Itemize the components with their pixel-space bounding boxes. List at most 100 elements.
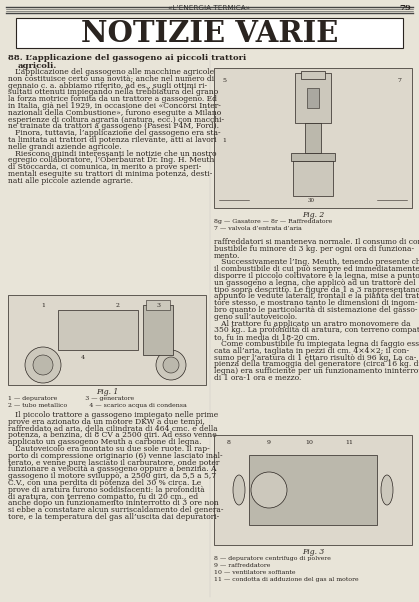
Text: porto di compressione originario (6) venne lasciato inal-: porto di compressione originario (6) ven…: [8, 452, 222, 460]
Text: NOTIZIE VARIE: NOTIZIE VARIE: [81, 19, 338, 49]
Bar: [301, 71, 325, 79]
Text: 10: 10: [305, 440, 313, 445]
Text: non costituisce certo una novità; anche nel numero di: non costituisce certo una novità; anche …: [8, 75, 214, 83]
Text: Fig. 3: Fig. 3: [302, 548, 324, 556]
Circle shape: [25, 347, 61, 383]
Text: Al trattore fu applicato un aratro monovomere da: Al trattore fu applicato un aratro monov…: [214, 320, 411, 327]
Ellipse shape: [233, 475, 245, 505]
Text: raffreddato ad aria, della cilindrata di 464 cmc. e della: raffreddato ad aria, della cilindrata di…: [8, 424, 218, 433]
Bar: [293, 161, 333, 196]
Text: esperienze di coltura agraria (aratura, ecc.) con macchi-: esperienze di coltura agraria (aratura, …: [8, 116, 224, 123]
Text: 9 — raffreddatore: 9 — raffreddatore: [214, 563, 270, 568]
Text: terato, e venne pure lasciato il carburatore, onde poter: terato, e venne pure lasciato il carbura…: [8, 459, 220, 467]
Bar: [16, 18, 403, 48]
Text: potenza, a benzina, di 8 CV a 2500 giri. Ad esso venne: potenza, a benzina, di 8 CV a 2500 giri.…: [8, 432, 217, 439]
Text: 11: 11: [345, 440, 353, 445]
Text: 350 kg.. La profondità di aratura, con terreno compat-: 350 kg.. La profondità di aratura, con t…: [214, 326, 419, 335]
Text: ta limitata ai trattori di potenza rilevante, atti ai lavori: ta limitata ai trattori di potenza rilev…: [8, 136, 217, 144]
Ellipse shape: [381, 475, 393, 505]
Text: sumo per l’aratura di 1 ettaro risultò di 96 kg. La ca-: sumo per l’aratura di 1 ettaro risultò d…: [214, 353, 416, 362]
Text: bro quanto le particolarità di sistemazione del gasso-: bro quanto le particolarità di sistemazi…: [214, 306, 417, 314]
Bar: [307, 88, 319, 108]
Text: 1 — depuratore              3 — generatore: 1 — depuratore 3 — generatore: [8, 396, 134, 401]
Text: Il piccolo trattore a gassogeno impiegato nelle prime: Il piccolo trattore a gassogeno impiegat…: [8, 411, 218, 419]
Text: pienza della tramoggia del generatore (circa 16 kg. di: pienza della tramoggia del generatore (c…: [214, 361, 419, 368]
Bar: [295, 73, 331, 123]
Text: appunto le vedute laterali, frontali e la pianta del trat-: appunto le vedute laterali, frontali e l…: [214, 293, 419, 300]
Text: 9: 9: [267, 440, 271, 445]
Circle shape: [163, 357, 179, 373]
Text: disporre il piccolo coltivatore è la legna, mise a punto: disporre il piccolo coltivatore è la leg…: [214, 272, 419, 280]
Bar: [146, 300, 170, 310]
Text: nelle grandi aziende agricole.: nelle grandi aziende agricole.: [8, 143, 122, 150]
Text: gennaio c. a. abbiamo riferito, ad es., sugli ottimi ri-: gennaio c. a. abbiamo riferito, ad es., …: [8, 82, 207, 90]
Text: tore, e la temperatura del gas all’uscita dai depuratori-: tore, e la temperatura del gas all’uscit…: [8, 513, 219, 521]
Text: un gassogeno a legna, che applicò ad un trattore del: un gassogeno a legna, che applicò ad un …: [214, 279, 416, 287]
Text: ne trainate da trattori a gassogeno (Pasesi P4M, Ford).: ne trainate da trattori a gassogeno (Pas…: [8, 122, 219, 131]
Text: Riescono quindi interessanti le notizie che un nostro: Riescono quindi interessanti le notizie …: [8, 150, 217, 158]
Text: 10 — ventilatore soffiante: 10 — ventilatore soffiante: [214, 570, 295, 575]
Text: 7: 7: [397, 78, 401, 83]
Text: L’applicazione del gassogeno alle macchine agricole: L’applicazione del gassogeno alle macchi…: [8, 68, 214, 76]
Text: mento.: mento.: [214, 252, 241, 259]
Text: nati alle piccole aziende agrarie.: nati alle piccole aziende agrarie.: [8, 177, 133, 185]
Bar: [58, 310, 138, 350]
Bar: [249, 455, 377, 525]
Text: mentali eseguite su trattori di minima potenza, desti-: mentali eseguite su trattori di minima p…: [8, 170, 212, 178]
Text: 79: 79: [399, 4, 411, 12]
Text: 30: 30: [308, 198, 315, 203]
Text: 7 — valvola d’entrata d’aria: 7 — valvola d’entrata d’aria: [214, 226, 302, 231]
Text: 8g — Gasatore — 8r — Raffreddatore: 8g — Gasatore — 8r — Raffreddatore: [214, 219, 332, 224]
Text: applicato un gassogeno Meuth a carbone di legna.: applicato un gassogeno Meuth a carbone d…: [8, 438, 202, 446]
Text: Successivamente l’Ing. Meuth, tenendo presente che: Successivamente l’Ing. Meuth, tenendo pr…: [214, 258, 419, 267]
Text: raffreddatori si manteneva normale. Il consumo di com-: raffreddatori si manteneva normale. Il c…: [214, 238, 419, 246]
Text: bustibile fu minore di 3 kg. per ogni ora di funziona-: bustibile fu minore di 3 kg. per ogni or…: [214, 245, 414, 253]
Text: to, fu in media di 18-20 cm.: to, fu in media di 18-20 cm.: [214, 333, 320, 341]
Bar: [214, 435, 412, 545]
Text: Come combustibile fu impiegata legna di faggio essic-: Come combustibile fu impiegata legna di …: [214, 340, 419, 348]
Text: 2 — tubo metallico           4 — scarico acqua di condensa: 2 — tubo metallico 4 — scarico acqua di …: [8, 403, 187, 408]
Text: tore stesso, e mostrano tanto le dimensioni di ingom-: tore stesso, e mostrano tanto le dimensi…: [214, 299, 418, 307]
Text: di Stoccarda, ci comunica, in merito a prove speri-: di Stoccarda, ci comunica, in merito a p…: [8, 163, 202, 171]
Text: in Italia, già nel 1929, in occasione dei «Concorsi Inter-: in Italia, già nel 1929, in occasione de…: [8, 102, 221, 110]
Text: prove era azionato da un motore DKW a due tempi,: prove era azionato da un motore DKW a du…: [8, 418, 205, 426]
Text: 88. L’applicazione del gassogeno ai piccoli trattori: 88. L’applicazione del gassogeno ai picc…: [8, 54, 246, 62]
Text: C.V., con una perdita di potenza del 30 % circa. Le: C.V., con una perdita di potenza del 30 …: [8, 479, 201, 487]
Text: tipo sopra descritto. Le figure da 1 a 3 rappresentano: tipo sopra descritto. Le figure da 1 a 3…: [214, 285, 419, 294]
Bar: [8, 295, 206, 385]
Text: la forza motrice fornita da un trattore a gassogeno. Ed: la forza motrice fornita da un trattore …: [8, 95, 217, 103]
Text: 11 — condotta di adduzione del gas al motore: 11 — condotta di adduzione del gas al mo…: [214, 577, 359, 582]
Text: agricoli.: agricoli.: [18, 61, 57, 69]
Text: cata all’aria, tagliata in pezzi di cm. 4×4×2; il con-: cata all’aria, tagliata in pezzi di cm. …: [214, 347, 409, 355]
Text: L’autoveicolo era montato su due sole ruote. Il rap-: L’autoveicolo era montato su due sole ru…: [8, 445, 210, 453]
Text: 1: 1: [41, 303, 45, 308]
Text: nazionali della Combustione», furono eseguite a Milano: nazionali della Combustione», furono ese…: [8, 109, 221, 117]
Text: Fig. 2: Fig. 2: [302, 211, 324, 219]
Bar: [143, 305, 173, 355]
Text: di aratura, con terreno compatto, fu di 20 cm., ed: di aratura, con terreno compatto, fu di …: [8, 492, 198, 501]
Text: 1: 1: [222, 138, 226, 143]
Text: legna) era sufficiente per un funzionamento ininterrotto: legna) era sufficiente per un funzioname…: [214, 367, 419, 375]
Bar: [291, 153, 335, 161]
Text: si ebbe a constatare alcun surriscaldamento del genera-: si ebbe a constatare alcun surriscaldame…: [8, 506, 223, 514]
Text: 8 — depuratore centrifugo di polvere: 8 — depuratore centrifugo di polvere: [214, 556, 331, 561]
Circle shape: [156, 350, 186, 380]
Text: 8: 8: [227, 440, 231, 445]
Text: «L’ENERGIA TERMICA»: «L’ENERGIA TERMICA»: [168, 5, 251, 11]
Text: funzionare a velocità a gassogeno oppure a benzina. A: funzionare a velocità a gassogeno oppure…: [8, 465, 217, 474]
Text: 5: 5: [222, 78, 226, 83]
Circle shape: [33, 355, 53, 375]
Text: egregio collaboratore, l’Oberbaurat Dr. Ing. H. Meuth: egregio collaboratore, l’Oberbaurat Dr. …: [8, 157, 215, 164]
Text: 2: 2: [116, 303, 120, 308]
Circle shape: [251, 472, 287, 508]
Text: di 1 ora-1 ora e mezzo.: di 1 ora-1 ora e mezzo.: [214, 374, 301, 382]
Text: prove di aratura furono soddisfacenti: la profondità: prove di aratura furono soddisfacenti: l…: [8, 486, 205, 494]
Text: 3: 3: [156, 303, 160, 308]
Text: il combustibile di cui può sempre ed immediatamente: il combustibile di cui può sempre ed imm…: [214, 265, 419, 273]
Bar: [214, 68, 412, 208]
Text: Finora, tuttavia, l’applicazione del gassogeno era sta-: Finora, tuttavia, l’applicazione del gas…: [8, 129, 221, 137]
Text: anche dopo un funzionamento ininterrotto di 3 ore non: anche dopo un funzionamento ininterrotto…: [8, 500, 219, 507]
Text: Fig. 1: Fig. 1: [96, 388, 118, 396]
Text: geno sull’autoveicolo.: geno sull’autoveicolo.: [214, 313, 297, 321]
Text: 4: 4: [81, 355, 85, 360]
